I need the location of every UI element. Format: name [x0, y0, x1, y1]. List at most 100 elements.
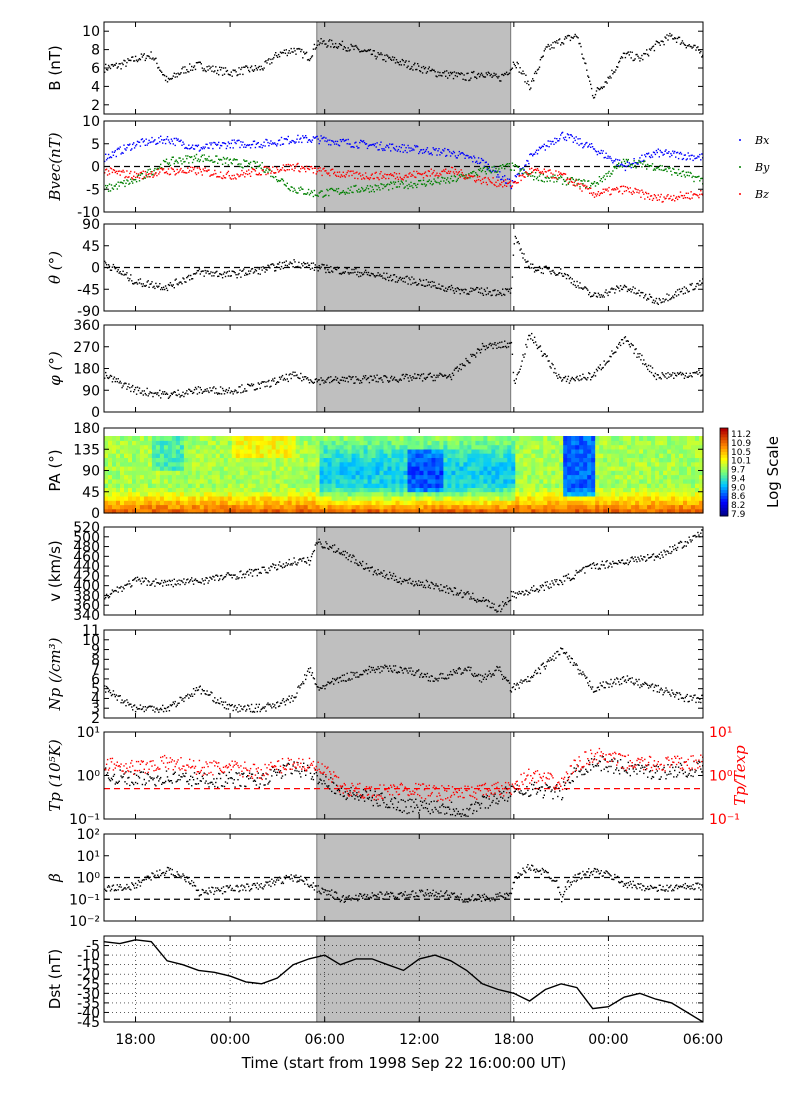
- heatmap-cell: [331, 465, 337, 471]
- data-point: [562, 178, 565, 181]
- data-point: [542, 354, 544, 357]
- data-point: [427, 68, 430, 70]
- data-point: [282, 52, 285, 54]
- heatmap-cell: [195, 448, 201, 454]
- heatmap-cell: [311, 448, 317, 454]
- data-point: [470, 287, 472, 289]
- data-point: [500, 292, 502, 295]
- heatmap-cell: [227, 504, 233, 510]
- data-point: [241, 166, 243, 168]
- data-point: [191, 170, 193, 172]
- data-point: [248, 71, 251, 73]
- data-point: [147, 173, 149, 176]
- heatmap-cell: [271, 453, 277, 458]
- data-point: [651, 163, 654, 165]
- data-point: [676, 174, 679, 176]
- heatmap-cell: [327, 487, 333, 493]
- data-point: [392, 59, 395, 61]
- data-point: [505, 185, 508, 187]
- data-point: [379, 189, 381, 191]
- data-point: [377, 52, 379, 54]
- data-point: [590, 182, 593, 184]
- data-point: [185, 281, 187, 283]
- data-point: [364, 172, 367, 174]
- data-point: [625, 190, 628, 192]
- data-point: [496, 293, 498, 296]
- data-point: [242, 141, 244, 143]
- data-point: [279, 168, 282, 171]
- heatmap-cell: [323, 487, 329, 493]
- data-point: [417, 183, 419, 185]
- data-point: [564, 375, 567, 378]
- data-point: [392, 274, 395, 276]
- heatmap-cell: [223, 508, 229, 514]
- data-point: [251, 168, 254, 170]
- data-point: [535, 149, 538, 151]
- data-point: [466, 293, 468, 295]
- data-point: [675, 152, 678, 154]
- heatmap-cell: [199, 448, 205, 454]
- data-point: [329, 188, 331, 191]
- data-point: [154, 139, 156, 141]
- heatmap-cell: [120, 436, 125, 441]
- data-point: [118, 382, 120, 384]
- data-point: [263, 381, 265, 383]
- data-point: [349, 272, 351, 274]
- data-point: [638, 356, 640, 358]
- data-point: [488, 343, 490, 346]
- data-point: [381, 183, 383, 186]
- data-point: [545, 171, 547, 173]
- data-point: [640, 196, 642, 198]
- data-point: [696, 46, 698, 49]
- heatmap-cell: [175, 453, 181, 458]
- heatmap-cell: [112, 495, 117, 501]
- data-point: [119, 174, 121, 176]
- data-point: [258, 165, 260, 167]
- data-point: [469, 175, 471, 177]
- data-point: [305, 137, 308, 139]
- heatmap-cell: [239, 465, 245, 471]
- heatmap-cell: [327, 474, 333, 480]
- data-point: [188, 71, 190, 73]
- data-point: [214, 169, 216, 172]
- data-point: [408, 173, 410, 175]
- heatmap-cell: [171, 491, 177, 497]
- heatmap-cell: [215, 483, 221, 488]
- data-point: [249, 147, 252, 149]
- heatmap-cell: [291, 436, 297, 441]
- data-point: [634, 164, 636, 167]
- data-point: [219, 273, 222, 275]
- data-point: [675, 374, 677, 376]
- heatmap-cell: [275, 457, 281, 463]
- data-point: [371, 273, 373, 275]
- data-point: [198, 391, 201, 394]
- data-point: [207, 270, 209, 273]
- heatmap-cell: [159, 495, 165, 501]
- data-point: [213, 275, 215, 277]
- heatmap-cell: [323, 453, 329, 458]
- heatmap-cell: [159, 470, 165, 476]
- data-point: [319, 140, 321, 142]
- heatmap-cell: [243, 436, 249, 441]
- data-point: [162, 168, 165, 170]
- data-point: [694, 44, 696, 47]
- data-point: [619, 165, 622, 167]
- data-point: [611, 350, 613, 352]
- data-point: [406, 176, 408, 178]
- heatmap-cell: [259, 470, 265, 476]
- data-point: [374, 276, 376, 278]
- data-point: [463, 153, 465, 156]
- data-point: [171, 140, 173, 142]
- heatmap-cell: [263, 453, 269, 458]
- data-point: [692, 46, 694, 48]
- data-point: [521, 252, 523, 254]
- data-point: [152, 176, 154, 178]
- heatmap-cell: [243, 495, 249, 501]
- data-point: [331, 270, 333, 272]
- data-point: [701, 153, 703, 155]
- data-point: [357, 177, 359, 180]
- heatmap-cell: [227, 448, 233, 454]
- data-point: [418, 283, 420, 285]
- data-point: [282, 180, 285, 182]
- data-point: [355, 376, 357, 378]
